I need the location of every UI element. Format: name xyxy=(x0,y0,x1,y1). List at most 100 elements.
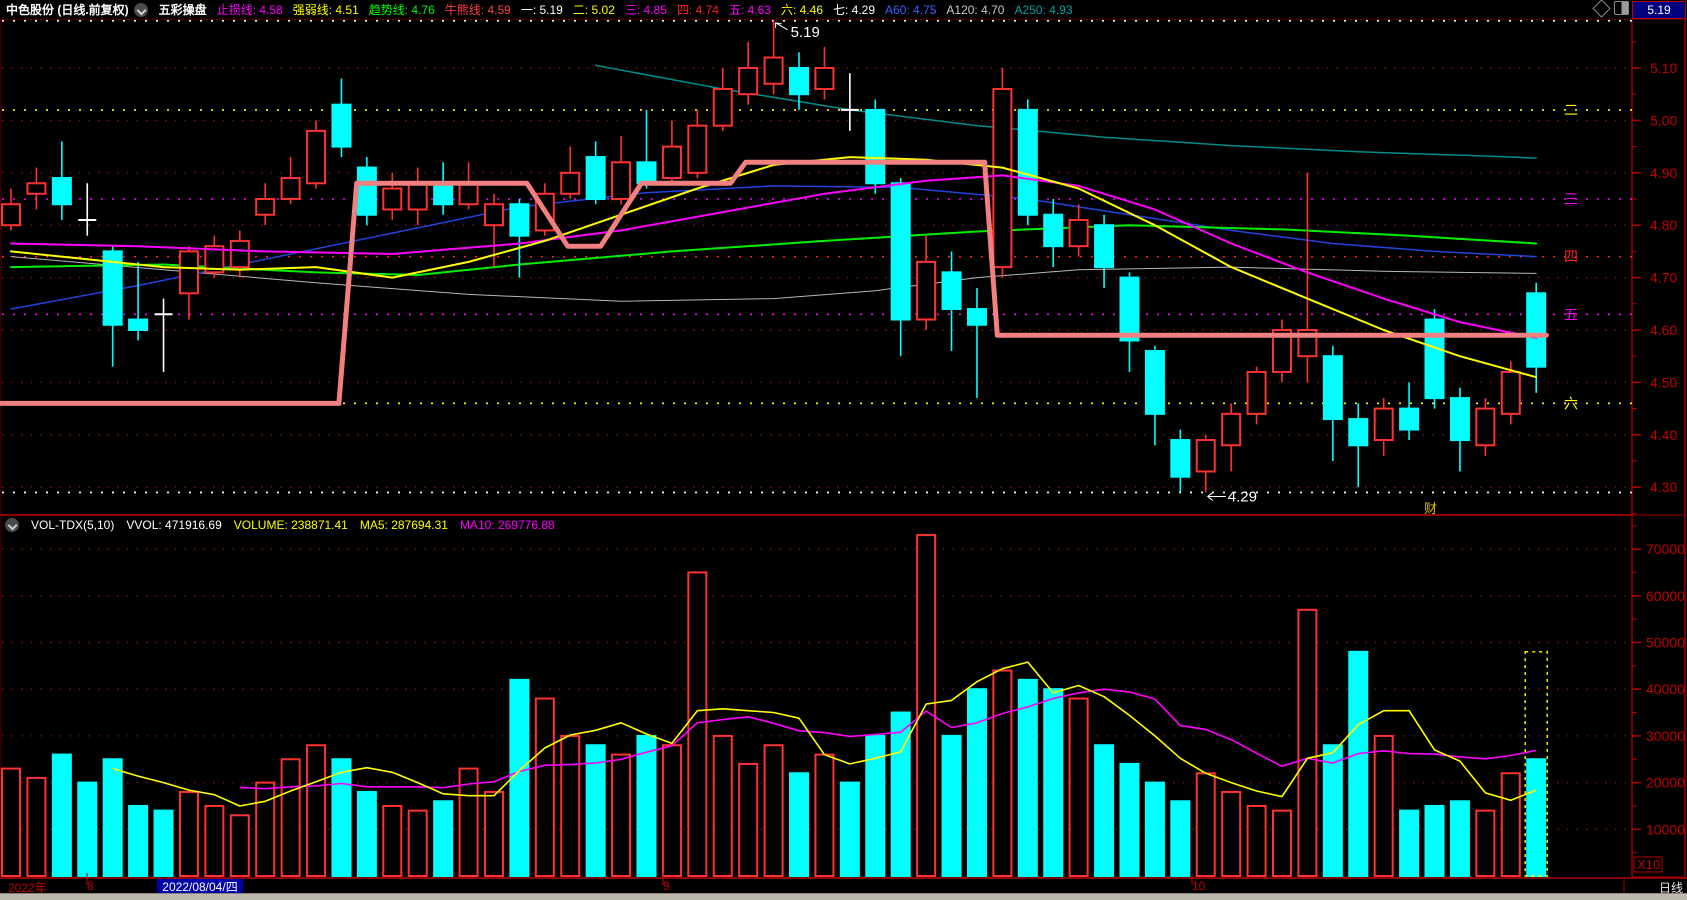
month-label: 9 xyxy=(663,879,670,893)
price-tick-label: 5.10 xyxy=(1650,60,1677,76)
candle-body xyxy=(255,198,276,216)
volume-bar xyxy=(1399,809,1420,877)
volume-bar xyxy=(433,800,454,878)
volume-bar xyxy=(1221,790,1242,877)
candle-body xyxy=(1246,370,1267,415)
volume-bar xyxy=(51,753,72,878)
candle-body xyxy=(178,250,199,295)
volume-bar xyxy=(763,744,784,877)
diamond-tool-icon[interactable] xyxy=(1592,0,1611,18)
period-selector[interactable]: 日线 xyxy=(1658,881,1683,895)
volume-bars xyxy=(1,534,1547,878)
chevron-down-circle-icon[interactable] xyxy=(5,518,19,532)
volume-bar xyxy=(890,711,911,877)
candle-body xyxy=(280,177,301,200)
candle-body xyxy=(204,245,225,274)
volume-bar xyxy=(102,758,123,877)
indicator-一: 一: 5.19 xyxy=(520,3,563,17)
indicator-A60: A60: 4.75 xyxy=(885,3,937,17)
volume-bar xyxy=(153,809,174,877)
level-label-四: 四 xyxy=(1564,249,1578,265)
low-annotation: 4.29 xyxy=(1228,488,1257,505)
indicator-止损线: 止损线: 4.58 xyxy=(216,3,283,17)
indicator-六: 六: 4.46 xyxy=(780,3,823,17)
candle-body xyxy=(1170,439,1191,478)
level-label-二: 二 xyxy=(1564,102,1578,118)
candle-body xyxy=(331,103,352,148)
candle-body xyxy=(1272,329,1292,373)
candle-body xyxy=(712,87,733,127)
chevron-down-circle-icon[interactable] xyxy=(133,2,148,17)
indicator-五: 五: 4.63 xyxy=(728,3,771,17)
candle-body xyxy=(1449,397,1470,442)
volume-bar xyxy=(331,758,352,877)
volume-bar xyxy=(1068,697,1089,877)
candle-body xyxy=(1399,407,1420,431)
month-label: 8 xyxy=(87,879,94,893)
candle-body xyxy=(1322,355,1343,421)
volume-bar xyxy=(585,744,606,877)
indicator-强弱线: 强弱线: 4.51 xyxy=(292,3,359,17)
high-annotation: 5.19 xyxy=(791,24,820,41)
candle-body xyxy=(1043,213,1064,248)
month-label: 10 xyxy=(1192,879,1206,893)
volume-bar xyxy=(178,790,199,877)
volume-bar xyxy=(611,753,632,878)
candle-body xyxy=(941,271,962,311)
volume-bar xyxy=(229,814,250,877)
price-annotations: 5.19 4.29 xyxy=(775,22,1257,505)
volume-bar xyxy=(661,744,682,877)
candle-body xyxy=(738,67,759,96)
indicator-七: 七: 4.29 xyxy=(833,3,876,17)
vol-indicator: VOL-TDX(5,10) xyxy=(31,518,115,532)
volume-bar xyxy=(26,776,47,877)
volume-bar xyxy=(789,772,810,878)
chart-header: 中色股份 (日线.前复权) 五彩操盘 止损线: 4.58 强弱线: 4.51 趋势线… xyxy=(0,0,1687,20)
candle-body xyxy=(763,56,784,85)
current-bar-selection xyxy=(1524,651,1548,877)
candlesticks xyxy=(1,20,1547,493)
volume-bar xyxy=(1170,800,1191,878)
volume-bar xyxy=(1322,744,1343,877)
volume-tick-label: 50000 xyxy=(1646,635,1685,651)
candle-body xyxy=(1373,407,1394,442)
volume-bar xyxy=(839,781,860,877)
volume-tick-label: 30000 xyxy=(1646,728,1685,744)
volume-bar xyxy=(1272,809,1292,877)
candle-body xyxy=(1348,418,1369,447)
volume-tick-label: 10000 xyxy=(1646,821,1685,837)
vol-indicator: VVOL: 471916.69 xyxy=(126,518,222,532)
candle-body xyxy=(1526,292,1547,368)
price-tick-label: 4.90 xyxy=(1650,165,1677,181)
candle-body xyxy=(433,182,454,206)
volume-bar xyxy=(1043,688,1064,878)
candle-body xyxy=(102,250,123,326)
indicator-A120: A120: 4.70 xyxy=(946,3,1005,17)
price-tick-label: 4.50 xyxy=(1650,374,1677,390)
bottom-resize-bar[interactable] xyxy=(0,893,1687,900)
candle-body xyxy=(382,187,403,211)
volume-bar xyxy=(1119,762,1140,877)
volume-ma-lines xyxy=(112,661,1537,807)
panel-layout-icon[interactable] xyxy=(1614,1,1629,15)
candle-body xyxy=(1068,218,1089,248)
price-tick-label: 4.40 xyxy=(1650,427,1677,443)
volume-tick-label: 60000 xyxy=(1646,588,1685,604)
volume-bar xyxy=(1526,758,1547,877)
volume-bar xyxy=(1144,781,1165,877)
volume-bar xyxy=(1246,804,1267,878)
volume-bar xyxy=(1475,809,1496,877)
indicator-二: 二: 5.02 xyxy=(572,3,615,17)
indicator-三: 三: 4.85 xyxy=(624,3,667,17)
volume-bar xyxy=(1017,678,1038,877)
candle-body xyxy=(687,124,708,174)
strategy-label: 五彩操盘 xyxy=(158,3,207,17)
candle-body xyxy=(458,182,479,206)
stock-title: 中色股份 (日线.前复权) xyxy=(6,3,129,17)
multiplier-badge: X10 xyxy=(1633,856,1663,873)
candle-body xyxy=(1094,224,1115,269)
volume-bar xyxy=(1373,734,1394,878)
candle-body xyxy=(1424,318,1445,400)
volume-bar xyxy=(1424,804,1445,878)
